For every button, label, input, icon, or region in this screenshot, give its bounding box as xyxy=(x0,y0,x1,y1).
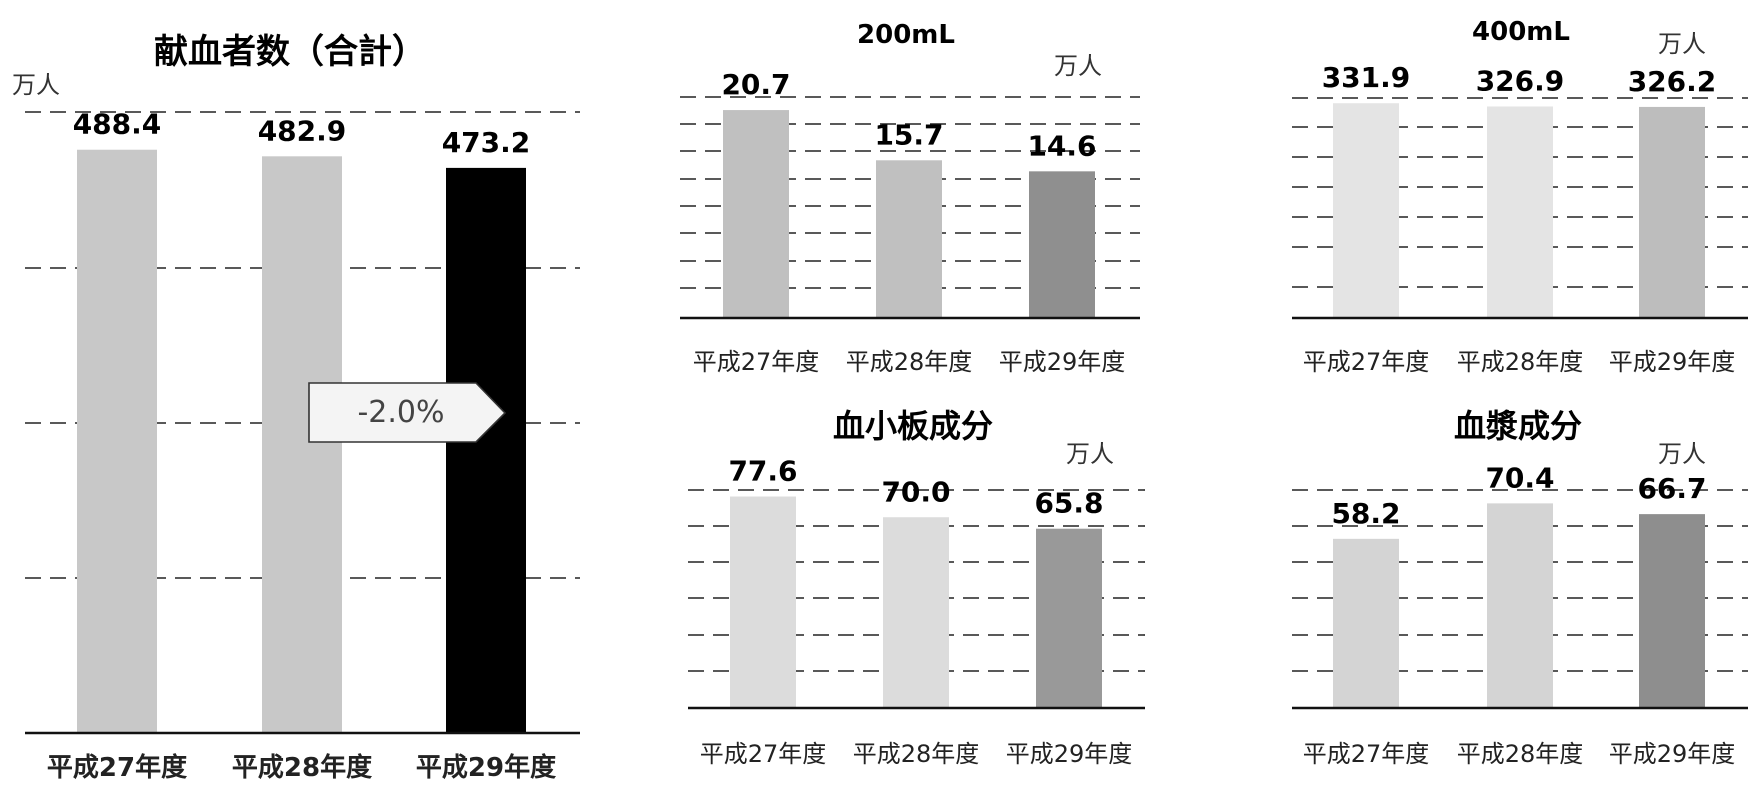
unit-label-ml200: 万人 xyxy=(1054,52,1102,80)
data-label-total-3: 473.2 xyxy=(442,126,531,159)
chart-title-ml200: 200mL xyxy=(857,20,955,50)
category-label-plasma-1: 平成27年度 xyxy=(1303,740,1430,768)
category-label-ml200-1: 平成27年度 xyxy=(693,348,820,376)
bar-total-3 xyxy=(446,167,526,733)
data-label-ml400-3: 326.2 xyxy=(1628,65,1717,98)
category-label-platelet-1: 平成27年度 xyxy=(700,740,827,768)
chart-title-platelet: 血小板成分 xyxy=(833,407,993,445)
data-label-ml400-1: 331.9 xyxy=(1322,61,1411,94)
category-label-plasma-3: 平成29年度 xyxy=(1609,740,1736,768)
category-label-total-2: 平成28年度 xyxy=(232,752,372,783)
data-label-platelet-2: 70.0 xyxy=(881,475,950,508)
chart-title-ml400: 400mL xyxy=(1472,17,1570,47)
data-label-ml200-2: 15.7 xyxy=(874,118,943,151)
chart-total: 488.4 平成27年度 482.9 平成28年度 473.2 平成29年度 献血者数（合計… xyxy=(12,32,580,783)
bar-plasma-1 xyxy=(1333,538,1399,708)
category-label-ml200-2: 平成28年度 xyxy=(846,348,973,376)
change-percent-label: -2.0% xyxy=(357,395,444,430)
data-label-ml400-2: 326.9 xyxy=(1476,64,1565,97)
category-label-total-3: 平成29年度 xyxy=(416,752,556,783)
unit-label-platelet: 万人 xyxy=(1066,440,1114,468)
category-label-plasma-2: 平成28年度 xyxy=(1457,740,1584,768)
category-label-total-1: 平成27年度 xyxy=(47,752,187,783)
bar-platelet-1 xyxy=(730,496,796,708)
unit-label-total: 万人 xyxy=(12,71,60,99)
change-callout: -2.0% xyxy=(308,382,507,443)
bar-plasma-3 xyxy=(1639,514,1705,708)
bar-total-1 xyxy=(77,149,157,734)
category-label-ml400-3: 平成29年度 xyxy=(1609,348,1736,376)
data-label-total-1: 488.4 xyxy=(73,108,162,141)
bar-ml200-1 xyxy=(723,110,789,319)
category-label-platelet-2: 平成28年度 xyxy=(853,740,980,768)
data-label-ml200-1: 20.7 xyxy=(721,68,790,101)
data-label-plasma-3: 66.7 xyxy=(1637,472,1706,505)
bar-total-2 xyxy=(262,156,342,733)
category-label-ml400-2: 平成28年度 xyxy=(1457,348,1584,376)
bar-ml400-3 xyxy=(1639,106,1705,318)
bar-platelet-2 xyxy=(883,517,949,708)
category-label-ml400-1: 平成27年度 xyxy=(1303,348,1430,376)
chart-ml400: 331.9 平成27年度 326.9 平成28年度 326.2 平成29年度 400mL 万人 xyxy=(1292,17,1748,376)
data-label-plasma-2: 70.4 xyxy=(1485,461,1554,494)
chart-ml200: 20.7 平成27年度 15.7 平成28年度 14.6 平成29年度 200mL 万人 xyxy=(680,20,1140,376)
bar-plasma-2 xyxy=(1487,503,1553,708)
callout-arrow-shape xyxy=(308,382,507,443)
bar-ml400-2 xyxy=(1487,106,1553,318)
data-label-platelet-1: 77.6 xyxy=(728,455,797,488)
category-label-platelet-3: 平成29年度 xyxy=(1006,740,1133,768)
data-label-plasma-1: 58.2 xyxy=(1331,497,1400,530)
bar-ml400-1 xyxy=(1333,103,1399,318)
data-label-ml200-3: 14.6 xyxy=(1027,129,1096,162)
data-label-platelet-3: 65.8 xyxy=(1034,487,1103,520)
chart-title-total: 献血者数（合計） xyxy=(154,32,426,72)
data-label-total-2: 482.9 xyxy=(258,114,347,147)
category-label-ml200-3: 平成29年度 xyxy=(999,348,1126,376)
unit-label-plasma: 万人 xyxy=(1658,440,1706,468)
unit-label-ml400: 万人 xyxy=(1658,30,1706,58)
bar-platelet-3 xyxy=(1036,528,1102,708)
chart-title-plasma: 血漿成分 xyxy=(1454,407,1582,445)
bar-ml200-3 xyxy=(1029,171,1095,318)
bar-ml200-2 xyxy=(876,160,942,318)
